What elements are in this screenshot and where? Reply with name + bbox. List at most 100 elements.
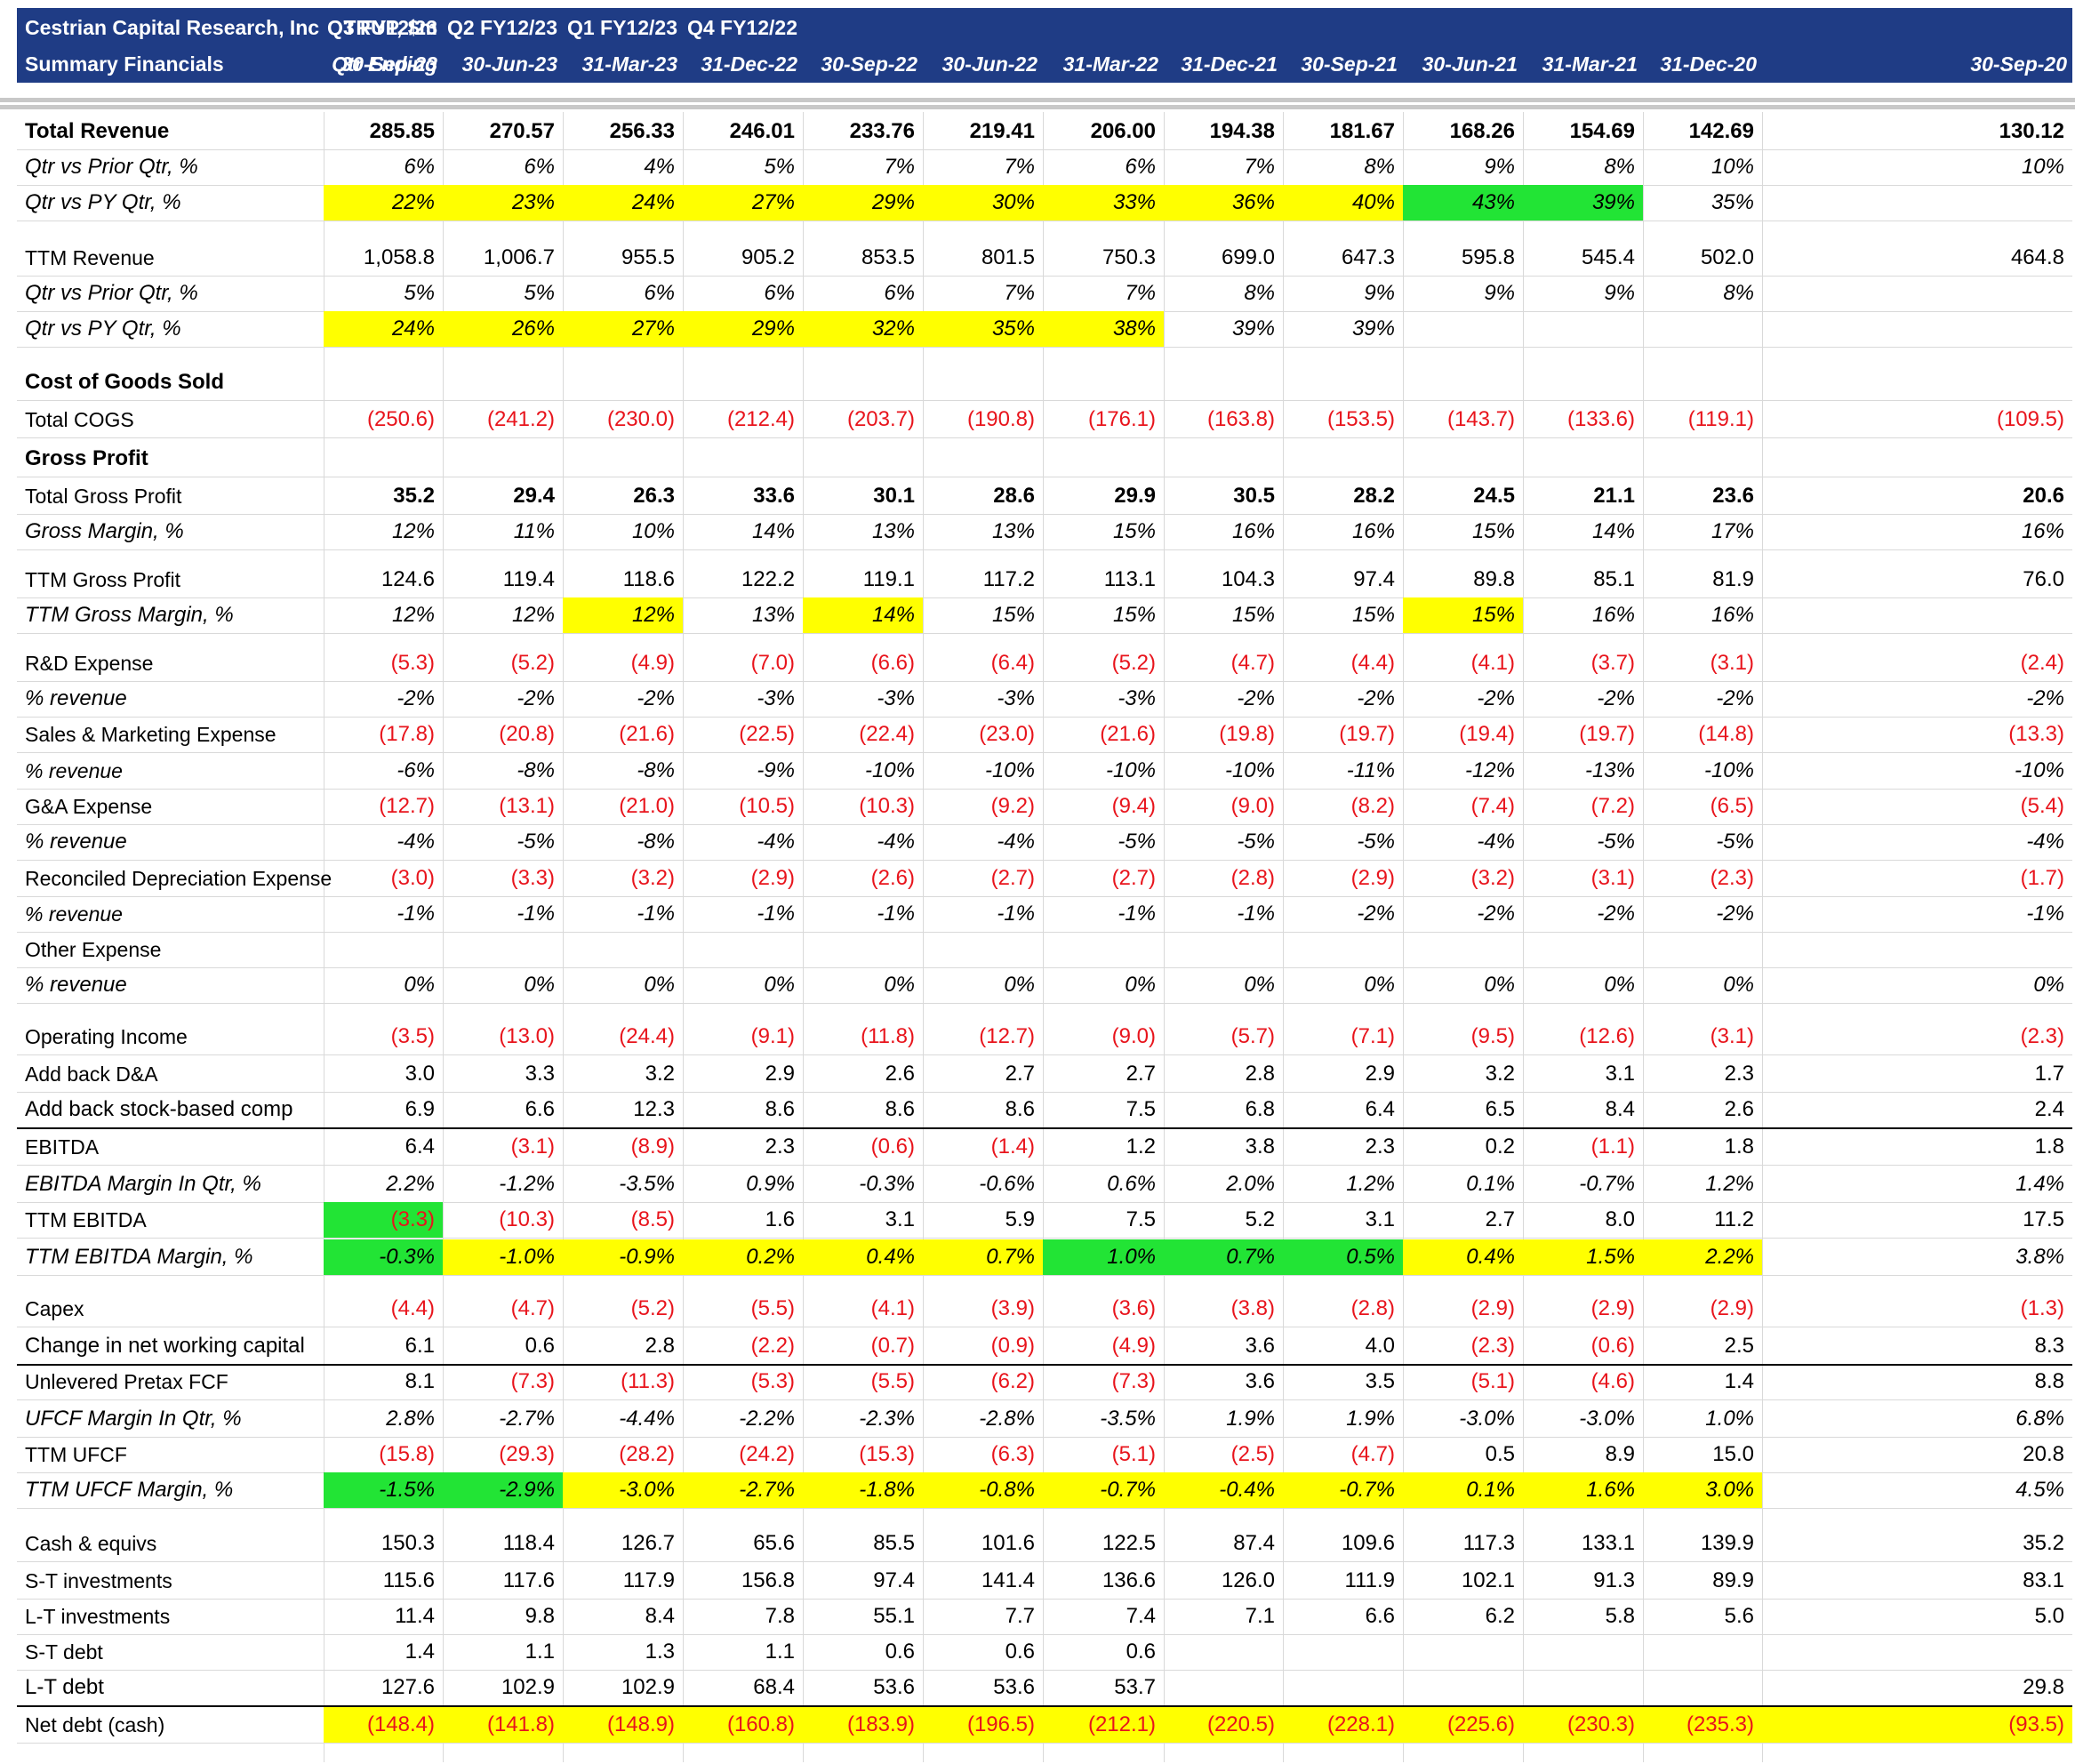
value-cell: 104.3 [1221, 567, 1275, 591]
row-label: TTM Revenue [25, 246, 155, 269]
value-cell: -2% [1477, 686, 1515, 710]
value-cell: 8.4 [645, 1604, 675, 1628]
value-cell: 6% [644, 281, 675, 305]
value-cell: 16% [1591, 603, 1635, 627]
value-cell: 8.1 [405, 1369, 435, 1393]
value-cell: 6% [524, 155, 555, 179]
value-cell: 16% [1231, 519, 1275, 543]
value-cell: (228.1) [1283, 1707, 1403, 1743]
value-cell: -2.7% [499, 1407, 555, 1431]
grid-line [17, 1561, 2072, 1562]
value-cell: (203.7) [846, 407, 915, 431]
value-cell: 6% [764, 281, 795, 305]
row-label: Add back D&A [25, 1062, 158, 1086]
value-cell: -0.9% [563, 1239, 683, 1275]
row-label: Other Expense [25, 938, 162, 961]
value-cell [1403, 932, 1523, 967]
value-cell: (2.3) [2020, 1024, 2064, 1048]
value-cell: -10% [2014, 758, 2064, 782]
value-cell: 905.2 [741, 245, 795, 269]
value-cell: (2.9) [1470, 1296, 1515, 1320]
grid-line [17, 717, 2072, 718]
value-cell [1643, 365, 1762, 400]
value-cell: (5.5) [750, 1296, 795, 1320]
grid-line [17, 1399, 2072, 1400]
value-cell: 181.67 [1329, 119, 1395, 143]
value-cell: 15% [1112, 603, 1156, 627]
value-cell: 136.6 [1102, 1568, 1156, 1592]
value-cell: 102.9 [501, 1675, 555, 1699]
value-cell [1643, 932, 1762, 967]
value-cell: -2.8% [979, 1407, 1035, 1431]
value-cell [683, 932, 803, 967]
grid-line [17, 1238, 2072, 1239]
value-cell: (28.2) [619, 1442, 675, 1466]
grid-line [17, 597, 2072, 598]
row-label: EBITDA [25, 1135, 100, 1159]
value-cell: 13% [991, 519, 1035, 543]
value-cell: (19.8) [1219, 722, 1275, 746]
value-cell: (1.4) [990, 1135, 1035, 1159]
value-cell: (5.2) [510, 651, 555, 675]
value-cell: -10% [1224, 758, 1275, 782]
value-cell: (12.6) [1579, 1024, 1635, 1048]
value-cell: -1% [757, 902, 795, 926]
value-cell: 1.0% [1043, 1239, 1164, 1275]
value-cell: 141.4 [981, 1568, 1035, 1592]
value-cell: (8.9) [630, 1135, 675, 1159]
value-cell [1762, 276, 2072, 311]
section-separator [17, 1364, 2072, 1366]
value-cell: 219.41 [969, 119, 1035, 143]
value-cell: 17% [1710, 519, 1754, 543]
value-cell: -10% [1703, 758, 1754, 782]
value-cell: 7% [884, 155, 915, 179]
value-cell [803, 932, 923, 967]
qtr-ending-label: Qtr Ending [332, 52, 437, 76]
value-cell: (7.3) [1111, 1369, 1156, 1393]
value-cell: 102.1 [1461, 1568, 1515, 1592]
value-cell: -5% [1357, 830, 1395, 854]
value-cell [1523, 932, 1643, 967]
value-cell: (230.3) [1523, 1707, 1643, 1743]
value-cell: (14.8) [1698, 722, 1754, 746]
row-label: % revenue [25, 759, 123, 782]
value-cell [443, 365, 563, 400]
value-cell: -10% [984, 758, 1035, 782]
value-cell [1164, 365, 1283, 400]
value-cell [563, 365, 683, 400]
value-cell: 0.7% [923, 1239, 1043, 1275]
value-cell [1403, 441, 1523, 477]
value-cell: 142.69 [1688, 119, 1754, 143]
value-cell: 1.7 [2034, 1062, 2064, 1086]
value-cell: 39% [1523, 185, 1643, 220]
value-cell: 33% [1043, 185, 1164, 220]
value-cell: 29% [803, 185, 923, 220]
period-date-header: 31-Mar-21 [1542, 52, 1638, 76]
grid-line [803, 112, 804, 1762]
value-cell: 0.1% [1403, 1472, 1523, 1508]
value-cell: 2.6 [1724, 1097, 1754, 1121]
value-cell: (3.9) [990, 1296, 1035, 1320]
value-cell: (2.8) [1230, 866, 1275, 890]
grid-line [17, 276, 2072, 277]
value-cell [1043, 365, 1164, 400]
value-cell: (4.7) [1230, 651, 1275, 675]
value-cell: 11.2 [1714, 1207, 1754, 1231]
value-cell [443, 441, 563, 477]
value-cell: 1.8 [2034, 1135, 2064, 1159]
value-cell [324, 441, 443, 477]
value-cell: 6.9 [405, 1097, 435, 1121]
value-cell: -2% [1477, 902, 1515, 926]
value-cell: 14% [1591, 519, 1635, 543]
value-cell: -2.2% [739, 1407, 795, 1431]
value-cell: (2.8) [1350, 1296, 1395, 1320]
value-cell: (5.4) [2020, 794, 2064, 818]
value-cell: 33.6 [753, 484, 795, 508]
value-cell: 647.3 [1341, 245, 1395, 269]
value-cell: (3.8) [1230, 1296, 1275, 1320]
value-cell: 7.8 [765, 1604, 795, 1628]
value-cell: 8.6 [885, 1097, 915, 1121]
grid-line [17, 220, 2072, 221]
value-cell: 5% [404, 281, 435, 305]
value-cell [1164, 1670, 1283, 1705]
